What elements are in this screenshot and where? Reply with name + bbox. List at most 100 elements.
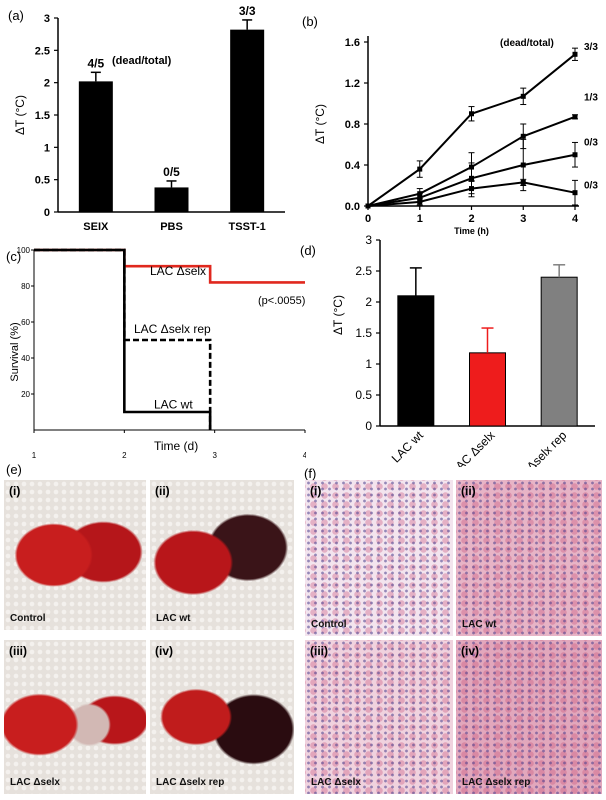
y-tick-label: 1.5 — [355, 326, 372, 340]
photo-caption: Control — [311, 619, 347, 630]
series-label-wt: LAC wt — [154, 397, 193, 411]
bar — [397, 295, 435, 427]
photo-roman-label: (ii) — [155, 484, 170, 498]
bar-label: 0/5 — [163, 165, 180, 179]
survival-line — [34, 248, 212, 430]
x-tick-label: LAC wt — [389, 428, 427, 466]
series-end-label: 0/3 — [584, 137, 598, 148]
panel-b-label: (b) — [302, 14, 318, 29]
photo-roman-label: (ii) — [461, 484, 476, 498]
y-tick-label: 1.2 — [345, 78, 360, 90]
y-tick-label: 0.0 — [345, 201, 360, 213]
annotation: (p<.0055) — [258, 295, 305, 307]
photo-caption: LAC wt — [156, 613, 191, 624]
photo-caption: LAC Δselx rep — [156, 777, 225, 788]
y-tick-label: 0 — [44, 207, 50, 219]
series-label-selx: LAC Δselx — [150, 264, 206, 278]
x-tick-label: LAC Δselx — [448, 428, 498, 467]
y-tick-label: 0.4 — [345, 160, 361, 172]
x-tick-label: 1 — [417, 213, 423, 225]
photo-caption: Control — [10, 613, 46, 624]
y-tick-label: 20 — [21, 390, 30, 399]
x-tick-label: 4 — [303, 451, 306, 460]
x-tick-label: 1 — [32, 451, 37, 460]
x-tick-label: TSST-1 — [229, 221, 266, 233]
photo-3: (iii) LAC Δselx — [4, 640, 146, 794]
chart-d: 0 0.5 1 1.5 2 2.5 3 ΔT (°C) LAC wt LAC Δselx LAC Δ… — [331, 233, 595, 467]
bar-label: 4/5 — [87, 56, 104, 70]
photo-caption: LAC Δselx rep — [462, 777, 531, 788]
y-tick-label: 2.5 — [355, 264, 372, 278]
y-tick-label: 2.5 — [35, 45, 50, 57]
x-tick-label: LAC Δselx rep — [505, 428, 569, 467]
y-tick-label: 40 — [21, 354, 30, 363]
series-label-selx-rep: LAC Δselx rep — [134, 322, 211, 336]
y-tick-label: 0.5 — [355, 388, 372, 402]
panel-e-label: (e) — [6, 462, 22, 477]
data-point — [365, 203, 371, 209]
y-tick-label: 0 — [365, 419, 372, 433]
y-tick-label: 2 — [44, 78, 50, 90]
y-tick-label: 60 — [21, 318, 30, 327]
photo-roman-label: (iv) — [461, 644, 479, 658]
photo-1: (i) Control — [305, 480, 453, 636]
x-tick-label: SEIX — [83, 221, 109, 233]
photo-caption: LAC wt — [462, 619, 497, 630]
bar — [469, 352, 506, 427]
photo-roman-label: (iii) — [310, 644, 328, 658]
photo-1: (i) Control — [4, 480, 146, 630]
series-end-label: 1/3 — [584, 92, 598, 103]
bar — [154, 187, 189, 212]
bar — [540, 276, 578, 427]
x-axis-label: Time (d) — [154, 439, 198, 453]
photo-roman-label: (i) — [310, 484, 322, 498]
photo-roman-label: (iii) — [9, 644, 27, 658]
y-tick-label: 1 — [365, 357, 372, 371]
annotation: (dead/total) — [112, 55, 172, 67]
photo-2: (ii) LAC wt — [150, 480, 294, 630]
y-tick-label: 1.5 — [35, 110, 50, 122]
photo-roman-label: (i) — [9, 484, 21, 498]
series-end-label: 3/3 — [584, 42, 598, 53]
y-axis-label: Survival (%) — [9, 322, 21, 381]
panel-f-label: (f) — [304, 466, 317, 481]
x-tick-label: 2 — [468, 213, 474, 225]
y-axis-label: ΔT (°C) — [331, 295, 345, 335]
y-tick-label: 2 — [365, 295, 372, 309]
photo-caption: LAC Δselx — [10, 777, 60, 788]
x-tick-label: 4 — [572, 213, 579, 225]
y-tick-label: 0.5 — [35, 175, 50, 187]
y-tick-label: 1 — [44, 142, 50, 154]
y-tick-label: 0.8 — [345, 119, 360, 131]
chart-c: 20 40 60 80 100 1 2 3 4 Time (d) Survival (%) LAC Δ… — [9, 246, 306, 460]
y-tick-label: 80 — [21, 282, 30, 291]
chart-b: 0.0 0.4 0.8 1.2 1.6 0 1 2 3 4 Time (h) ΔT (°C) (dead… — [313, 36, 598, 236]
panel-a-label: (a) — [8, 8, 24, 23]
y-tick-label: 100 — [17, 246, 31, 255]
y-axis-label: ΔT (°C) — [313, 104, 327, 144]
photo-4: (iv) LAC Δselx rep — [150, 640, 294, 794]
bar — [230, 29, 265, 212]
annotation: (dead/total) — [500, 38, 554, 49]
y-axis-label: ΔT (°C) — [13, 95, 27, 135]
bar — [78, 81, 113, 212]
series-end-label: 0/3 — [584, 180, 598, 191]
y-tick-label: 1.6 — [345, 37, 360, 49]
chart-a: 0 0.5 1 1.5 2 2.5 3 ΔT (°C) 4/5 SEIX 0/5 PBS 3/3 TSST… — [13, 4, 285, 233]
x-axis-label: Time (h) — [454, 226, 489, 236]
photo-2: (ii) LAC wt — [456, 480, 602, 636]
photo-roman-label: (iv) — [155, 644, 173, 658]
photo-caption: LAC Δselx — [311, 777, 361, 788]
x-tick-label: 3 — [212, 451, 217, 460]
x-tick-label: 2 — [122, 451, 127, 460]
photo-4: (iv) LAC Δselx rep — [456, 640, 602, 794]
bar-label: 3/3 — [239, 4, 256, 18]
x-tick-label: 3 — [520, 213, 526, 225]
y-tick-label: 3 — [365, 233, 372, 247]
x-tick-label: 0 — [365, 213, 371, 225]
photo-3: (iii) LAC Δselx — [305, 640, 453, 794]
y-tick-label: 3 — [44, 13, 50, 25]
panel-c-label: (c) — [6, 249, 22, 264]
panel-d-label: (d) — [300, 243, 316, 258]
x-tick-label: PBS — [160, 221, 183, 233]
